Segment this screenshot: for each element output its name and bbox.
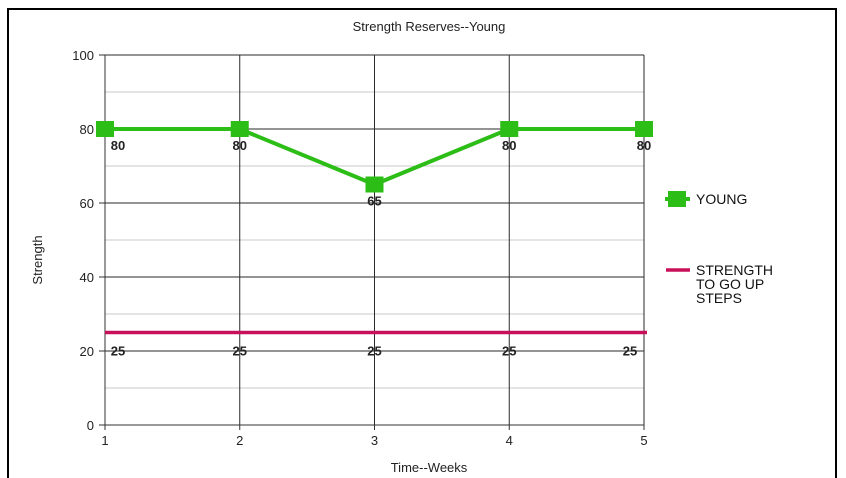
y-tick-label: 40	[80, 270, 94, 285]
x-tick-label: 3	[371, 433, 378, 448]
chart-title: Strength Reserves--Young	[353, 19, 506, 34]
data-labels: 80 80 65 80 80 25 25 25 25 25	[111, 138, 651, 359]
x-tick-label: 4	[506, 433, 513, 448]
data-point-young	[96, 121, 114, 137]
y-tick-label: 20	[80, 344, 94, 359]
x-tick-label: 5	[640, 433, 647, 448]
data-label-young: 80	[111, 138, 125, 153]
x-tick-labels: 1 2 3 4 5	[101, 433, 647, 448]
x-tick-label: 1	[101, 433, 108, 448]
data-point-young	[635, 121, 653, 137]
grid-lines	[105, 54, 645, 425]
chart-frame	[7, 8, 837, 478]
data-label-young: 65	[367, 194, 381, 209]
legend-label: STEPS	[696, 290, 742, 306]
y-tick-label: 80	[80, 122, 94, 137]
data-point-young	[230, 121, 249, 137]
data-label-strength: 25	[502, 344, 516, 359]
data-label-young: 80	[637, 138, 651, 153]
data-point-young	[365, 176, 384, 193]
x-tick-label: 2	[236, 433, 243, 448]
legend-label: YOUNG	[696, 191, 747, 207]
y-tick-label: 0	[87, 418, 94, 433]
data-point-young	[500, 121, 519, 137]
data-label-strength: 25	[623, 344, 637, 359]
x-axis-label: Time--Weeks	[391, 460, 468, 475]
axes	[99, 54, 645, 430]
data-label-strength: 25	[367, 344, 381, 359]
y-axis-label: Strength	[30, 235, 45, 284]
y-tick-labels: 0 20 40 60 80 100	[72, 48, 94, 433]
y-tick-label: 100	[72, 48, 94, 63]
data-label-young: 80	[233, 138, 247, 153]
y-tick-label: 60	[80, 196, 94, 211]
legend-label: TO GO UP	[696, 276, 764, 292]
data-label-young: 80	[502, 138, 516, 153]
series-layer	[96, 121, 653, 335]
legend-label: STRENGTH	[696, 262, 773, 278]
legend-marker-young	[668, 191, 686, 207]
data-label-strength: 25	[111, 344, 125, 359]
data-label-strength: 25	[233, 344, 247, 359]
